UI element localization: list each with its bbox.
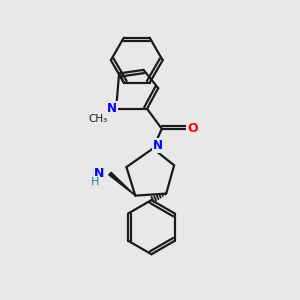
Text: N: N: [153, 139, 163, 152]
Text: O: O: [187, 122, 198, 135]
Text: N: N: [107, 102, 117, 115]
Text: H: H: [91, 177, 99, 187]
Text: CH₃: CH₃: [88, 114, 107, 124]
Polygon shape: [109, 172, 135, 196]
Text: N: N: [94, 167, 104, 180]
Text: H: H: [91, 177, 99, 187]
Text: N: N: [94, 167, 104, 180]
